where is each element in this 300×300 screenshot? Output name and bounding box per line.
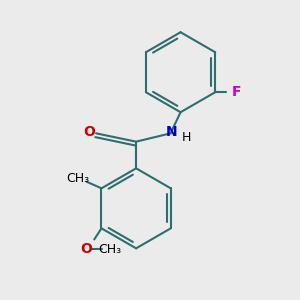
Text: N: N <box>165 125 177 139</box>
Text: CH₃: CH₃ <box>67 172 90 185</box>
Text: O: O <box>80 242 92 256</box>
Text: O: O <box>83 125 95 139</box>
Text: F: F <box>232 85 241 99</box>
Text: H: H <box>182 131 191 144</box>
Text: CH₃: CH₃ <box>98 243 122 256</box>
